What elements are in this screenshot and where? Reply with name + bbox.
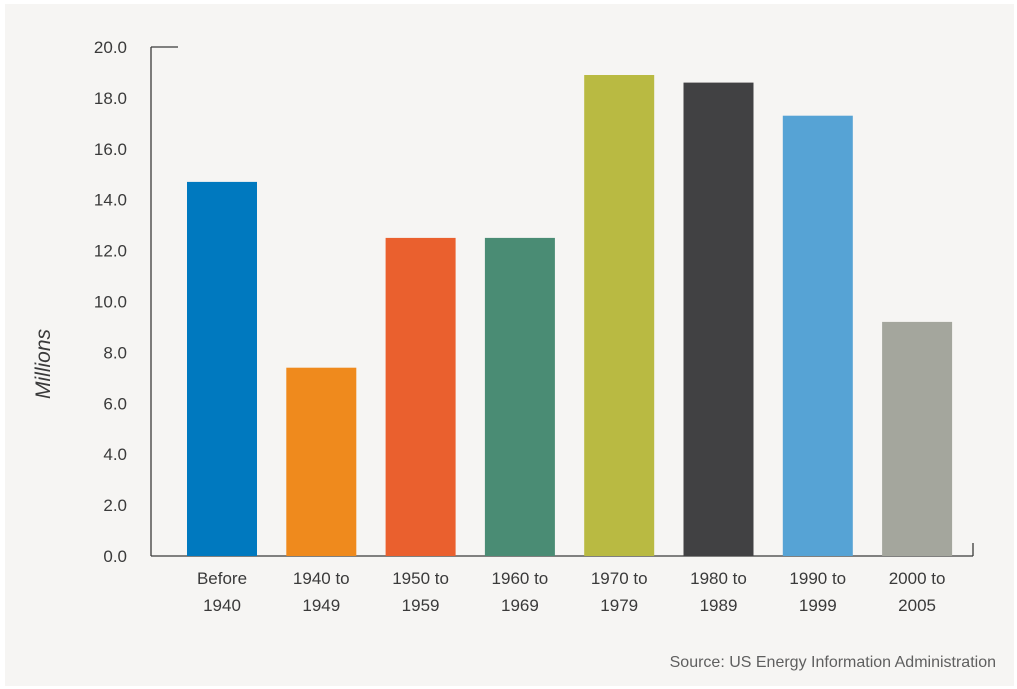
x-category-label: Before bbox=[197, 569, 247, 588]
y-tick-label: 0.0 bbox=[103, 547, 127, 566]
y-tick-label: 16.0 bbox=[94, 140, 127, 159]
x-category-label: 1989 bbox=[700, 596, 738, 615]
x-category-label: 1970 to bbox=[591, 569, 648, 588]
bar bbox=[882, 321, 953, 556]
bar bbox=[286, 367, 357, 556]
y-tick-label: 6.0 bbox=[103, 394, 127, 413]
bar bbox=[187, 181, 257, 556]
x-category-label: 1949 bbox=[302, 596, 340, 615]
x-category-label: 1959 bbox=[402, 596, 440, 615]
source-note: Source: US Energy Information Administra… bbox=[670, 654, 996, 671]
x-category-label: 1940 to bbox=[293, 569, 350, 588]
x-category-label: 1950 to bbox=[392, 569, 449, 588]
y-tick-label: 8.0 bbox=[103, 343, 127, 362]
y-tick-label: 10.0 bbox=[94, 293, 127, 312]
x-category-label: 1999 bbox=[799, 596, 837, 615]
y-tick-label: 14.0 bbox=[94, 191, 127, 210]
y-axis-title: Millions bbox=[32, 328, 55, 399]
y-tick-label: 12.0 bbox=[94, 242, 127, 261]
x-category-label: 1980 to bbox=[690, 569, 747, 588]
y-tick-label: 20.0 bbox=[94, 38, 127, 57]
bar bbox=[584, 75, 655, 556]
y-tick-labels: 0.0 2.0 4.0 6.0 8.0 10.0 12.0 14.0 16.0 18.0 20.0 bbox=[94, 38, 127, 566]
bar bbox=[385, 237, 456, 556]
y-tick-label: 4.0 bbox=[103, 445, 127, 464]
x-category-labels: Before 1940 1940 to 1949 1950 to 1959 1960 to 1… bbox=[197, 569, 946, 615]
x-category-label: 1960 to bbox=[492, 569, 549, 588]
x-category-label: 2005 bbox=[898, 596, 936, 615]
x-category-label: 2000 to bbox=[889, 569, 946, 588]
bar bbox=[484, 237, 555, 556]
bars bbox=[187, 75, 953, 556]
y-tick-label: 2.0 bbox=[103, 496, 127, 515]
x-category-label: 1979 bbox=[600, 596, 638, 615]
y-tick-label: 18.0 bbox=[94, 89, 127, 108]
bar bbox=[782, 115, 853, 556]
bar bbox=[683, 82, 754, 556]
x-category-label: 1990 to bbox=[789, 569, 846, 588]
x-category-label: 1969 bbox=[501, 596, 539, 615]
x-category-label: 1940 bbox=[203, 596, 241, 615]
